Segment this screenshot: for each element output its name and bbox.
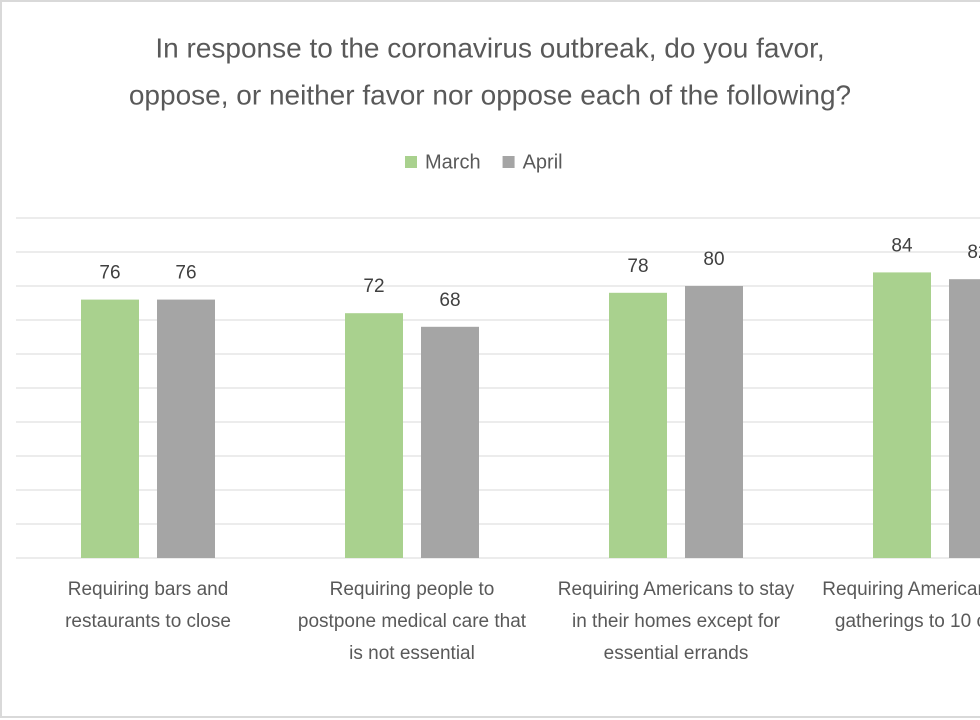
- legend-swatch: [502, 156, 515, 168]
- x-tick-label: Requiring Americans to limit gatherings …: [822, 579, 980, 632]
- data-label: 82: [967, 242, 980, 263]
- bar: [949, 279, 980, 558]
- bar: [81, 299, 139, 558]
- data-label: 68: [439, 290, 460, 311]
- data-label: 76: [99, 263, 120, 284]
- bar: [157, 299, 215, 558]
- legend-label: March: [425, 151, 481, 173]
- x-tick-label: Requiring bars and restaurants to close: [65, 579, 231, 632]
- data-label: 84: [891, 235, 913, 256]
- bar: [421, 326, 479, 558]
- legend-swatch: [405, 156, 417, 168]
- data-label: 80: [703, 249, 724, 270]
- bar: [345, 313, 403, 558]
- chart-title: In response to the coronavirus outbreak,…: [155, 32, 824, 63]
- x-tick-label: Requiring people to postpone medical car…: [297, 579, 527, 664]
- bar: [685, 286, 743, 558]
- data-label: 78: [627, 256, 648, 277]
- x-tick-label: Requiring Americans to stay in their hom…: [557, 579, 795, 664]
- bar: [609, 292, 667, 558]
- chart-title: oppose, or neither favor nor oppose each…: [129, 79, 851, 110]
- data-label: 72: [363, 276, 384, 297]
- data-label: 76: [175, 263, 196, 284]
- bar: [873, 272, 931, 558]
- legend-label: April: [523, 151, 563, 173]
